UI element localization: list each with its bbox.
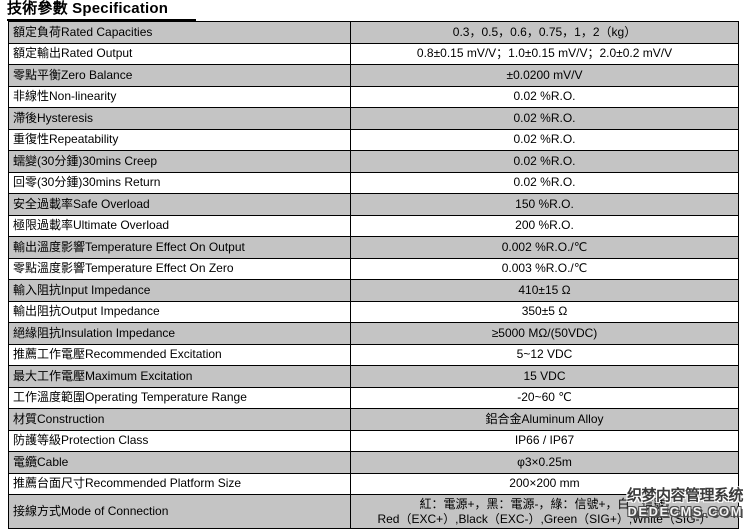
spec-row: 非線性Non-linearity 0.02 %R.O.	[8, 85, 739, 108]
spec-parameter-value: 200 %R.O.	[350, 214, 739, 237]
spec-parameter-value: 鋁合金Aluminum Alloy	[350, 408, 739, 431]
spec-parameter-label: 推薦工作電壓Recommended Excitation	[8, 343, 351, 366]
spec-row: 防護等級Protection Class IP66 / IP67	[8, 429, 739, 452]
spec-parameter-value: ±0.0200 mV/V	[350, 64, 739, 87]
spec-row: 最大工作電壓Maximum Excitation 15 VDC	[8, 365, 739, 388]
spec-parameter-label: 零點平衡Zero Balance	[8, 64, 351, 87]
spec-parameter-value: 0.02 %R.O.	[350, 85, 739, 108]
spec-parameter-value: 200×200 mm	[350, 472, 739, 495]
spec-parameter-label: 蠕變(30分鍾)30mins Creep	[8, 150, 351, 173]
spec-parameter-label: 輸出溫度影響Temperature Effect On Output	[8, 236, 351, 259]
spec-row: 安全過載率Safe Overload 150 %R.O.	[8, 193, 739, 216]
spec-parameter-label: 工作溫度範圍Operating Temperature Range	[8, 386, 351, 409]
spec-row: 零點溫度影響Temperature Effect On Zero 0.003 %R…	[8, 257, 739, 280]
spec-row: 工作溫度範圍Operating Temperature Range -20~60 …	[8, 386, 739, 409]
spec-row: 推薦工作電壓Recommended Excitation 5~12 VDC	[8, 343, 739, 366]
spec-parameter-label: 輸出阻抗Output Impedance	[8, 300, 351, 323]
spec-parameter-label: 輸入阻抗Input Impedance	[8, 279, 351, 302]
spec-row: 輸入阻抗Input Impedance 410±15 Ω	[8, 279, 739, 302]
spec-parameter-value: 150 %R.O.	[350, 193, 739, 216]
spec-row: 回零(30分鍾)30mins Return 0.02 %R.O.	[8, 171, 739, 194]
page-title: 技術參數 Specification	[7, 0, 197, 21]
spec-parameter-label: 絕緣阻抗Insulation Impedance	[8, 322, 351, 345]
spec-parameter-value: 5~12 VDC	[350, 343, 739, 366]
spec-parameter-value: ≥5000 MΩ/(50VDC)	[350, 322, 739, 345]
spec-parameter-value: -20~60 ℃	[350, 386, 739, 409]
spec-value-line: 紅：電源+，黑：電源-，綠：信號+，白：信號-	[419, 496, 670, 511]
spec-row: 額定負荷Rated Capacities 0.3，0.5，0.6，0.75，1，2…	[8, 21, 739, 44]
spec-parameter-label: 防護等級Protection Class	[8, 429, 351, 452]
spec-row: 輸出阻抗Output Impedance 350±5 Ω	[8, 300, 739, 323]
spec-parameter-value: 0.003 %R.O./℃	[350, 257, 739, 280]
spec-parameter-label: 電纜Cable	[8, 451, 351, 474]
spec-parameter-value: 410±15 Ω	[350, 279, 739, 302]
spec-row: 極限過載率Ultimate Overload 200 %R.O.	[8, 214, 739, 237]
spec-row: 重復性Repeatability 0.02 %R.O.	[8, 128, 739, 151]
spec-row: 材質Construction 鋁合金Aluminum Alloy	[8, 408, 739, 431]
spec-row: 零點平衡Zero Balance ±0.0200 mV/V	[8, 64, 739, 87]
spec-parameter-label: 推薦台面尺寸Recommended Platform Size	[8, 472, 351, 495]
specification-table: 額定負荷Rated Capacities 0.3，0.5，0.6，0.75，1，2…	[8, 21, 739, 529]
spec-parameter-value: 0.3，0.5，0.6，0.75，1，2（kg）	[350, 21, 739, 44]
spec-parameter-label: 極限過載率Ultimate Overload	[8, 214, 351, 237]
spec-row: 接線方式Mode of Connection 紅：電源+，黑：電源-，綠：信號+，…	[8, 494, 739, 529]
spec-row: 蠕變(30分鍾)30mins Creep 0.02 %R.O.	[8, 150, 739, 173]
spec-parameter-value: φ3×0.25m	[350, 451, 739, 474]
spec-parameter-label: 額定輸出Rated Output	[8, 42, 351, 65]
spec-parameter-label: 回零(30分鍾)30mins Return	[8, 171, 351, 194]
spec-row: 絕緣阻抗Insulation Impedance ≥5000 MΩ/(50VDC)	[8, 322, 739, 345]
spec-parameter-value: 15 VDC	[350, 365, 739, 388]
spec-parameter-value: 0.02 %R.O.	[350, 171, 739, 194]
spec-parameter-label: 材質Construction	[8, 408, 351, 431]
spec-parameter-value: 350±5 Ω	[350, 300, 739, 323]
spec-parameter-label: 重復性Repeatability	[8, 128, 351, 151]
spec-row: 額定輸出Rated Output 0.8±0.15 mV/V；1.0±0.15 m…	[8, 42, 739, 65]
spec-parameter-value: 0.02 %R.O.	[350, 150, 739, 173]
spec-parameter-value: 0.02 %R.O.	[350, 107, 739, 130]
spec-value-line: Red（EXC+）,Black（EXC-）,Green（SIG+）,White（…	[377, 511, 712, 526]
spec-parameter-label: 零點溫度影響Temperature Effect On Zero	[8, 257, 351, 280]
spec-row: 輸出溫度影響Temperature Effect On Output 0.002 …	[8, 236, 739, 259]
spec-row: 推薦台面尺寸Recommended Platform Size 200×200 m…	[8, 472, 739, 495]
spec-parameter-value: 紅：電源+，黑：電源-，綠：信號+，白：信號- Red（EXC+）,Black（E…	[350, 494, 739, 529]
spec-parameter-label: 接線方式Mode of Connection	[8, 494, 351, 529]
spec-parameter-label: 安全過載率Safe Overload	[8, 193, 351, 216]
spec-row: 電纜Cable φ3×0.25m	[8, 451, 739, 474]
spec-parameter-value: 0.02 %R.O.	[350, 128, 739, 151]
spec-parameter-label: 額定負荷Rated Capacities	[8, 21, 351, 44]
spec-parameter-label: 最大工作電壓Maximum Excitation	[8, 365, 351, 388]
spec-parameter-label: 非線性Non-linearity	[8, 85, 351, 108]
spec-parameter-label: 滯後Hysteresis	[8, 107, 351, 130]
spec-row: 滯後Hysteresis 0.02 %R.O.	[8, 107, 739, 130]
spec-parameter-value: IP66 / IP67	[350, 429, 739, 452]
spec-parameter-value: 0.002 %R.O./℃	[350, 236, 739, 259]
spec-parameter-value: 0.8±0.15 mV/V；1.0±0.15 mV/V；2.0±0.2 mV/V	[350, 42, 739, 65]
specification-table-body: 額定負荷Rated Capacities 0.3，0.5，0.6，0.75，1，2…	[8, 21, 739, 529]
